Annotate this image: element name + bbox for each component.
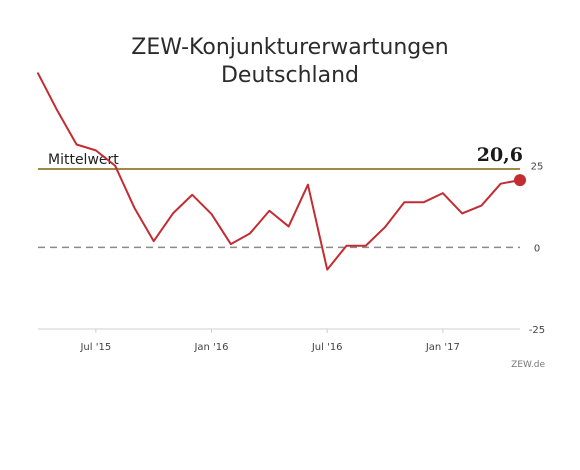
series-point xyxy=(114,165,116,167)
x-tick-label: Jan '16 xyxy=(193,342,228,353)
chart-title-line-2: Deutschland xyxy=(221,63,359,88)
reference-lines: Mittelwert xyxy=(38,152,520,249)
series-point xyxy=(153,240,155,242)
last-value-label: 20,6 xyxy=(477,144,523,166)
series-point xyxy=(56,110,58,112)
series-point xyxy=(133,207,135,209)
series-point xyxy=(95,149,97,151)
series-point xyxy=(442,192,444,194)
chart-title-line-1: ZEW-Konjunkturerwartungen xyxy=(131,35,448,60)
series-point xyxy=(500,183,502,185)
series-points xyxy=(37,72,521,270)
series-line xyxy=(37,72,521,271)
y-tick-label: 0 xyxy=(534,243,540,254)
x-tick-label: Jan '17 xyxy=(425,342,460,353)
y-axis-ticks: -25 0 25 xyxy=(529,162,545,336)
x-axis-ticks: Jul '15 Jan '16 Jul '16 Jan '17 xyxy=(79,329,460,353)
series-point xyxy=(480,205,482,207)
series-point xyxy=(268,210,270,212)
last-value-marker xyxy=(514,174,526,187)
y-tick-label: -25 xyxy=(529,325,545,336)
series-point xyxy=(191,194,193,196)
series-point xyxy=(249,232,251,234)
series-point xyxy=(211,213,213,215)
series-point xyxy=(384,226,386,228)
series-point xyxy=(423,201,425,203)
series-point xyxy=(230,243,232,245)
series-point xyxy=(288,225,290,227)
series-point xyxy=(76,143,78,145)
source-label: ZEW.de xyxy=(511,360,545,370)
plot-area: Jul '15 Jan '16 Jul '16 Jan '17 -25 0 25 Mitt… xyxy=(37,72,545,353)
series-point xyxy=(461,212,463,214)
series-point xyxy=(365,245,367,247)
series-point xyxy=(37,72,39,74)
series-point xyxy=(172,212,174,214)
series-point xyxy=(326,269,328,271)
y-tick-label: 25 xyxy=(531,162,544,173)
series-point xyxy=(345,245,347,247)
series-point xyxy=(403,201,405,203)
series-point xyxy=(307,184,309,186)
x-tick-label: Jul '15 xyxy=(79,342,111,353)
x-tick-label: Jul '16 xyxy=(311,342,343,353)
